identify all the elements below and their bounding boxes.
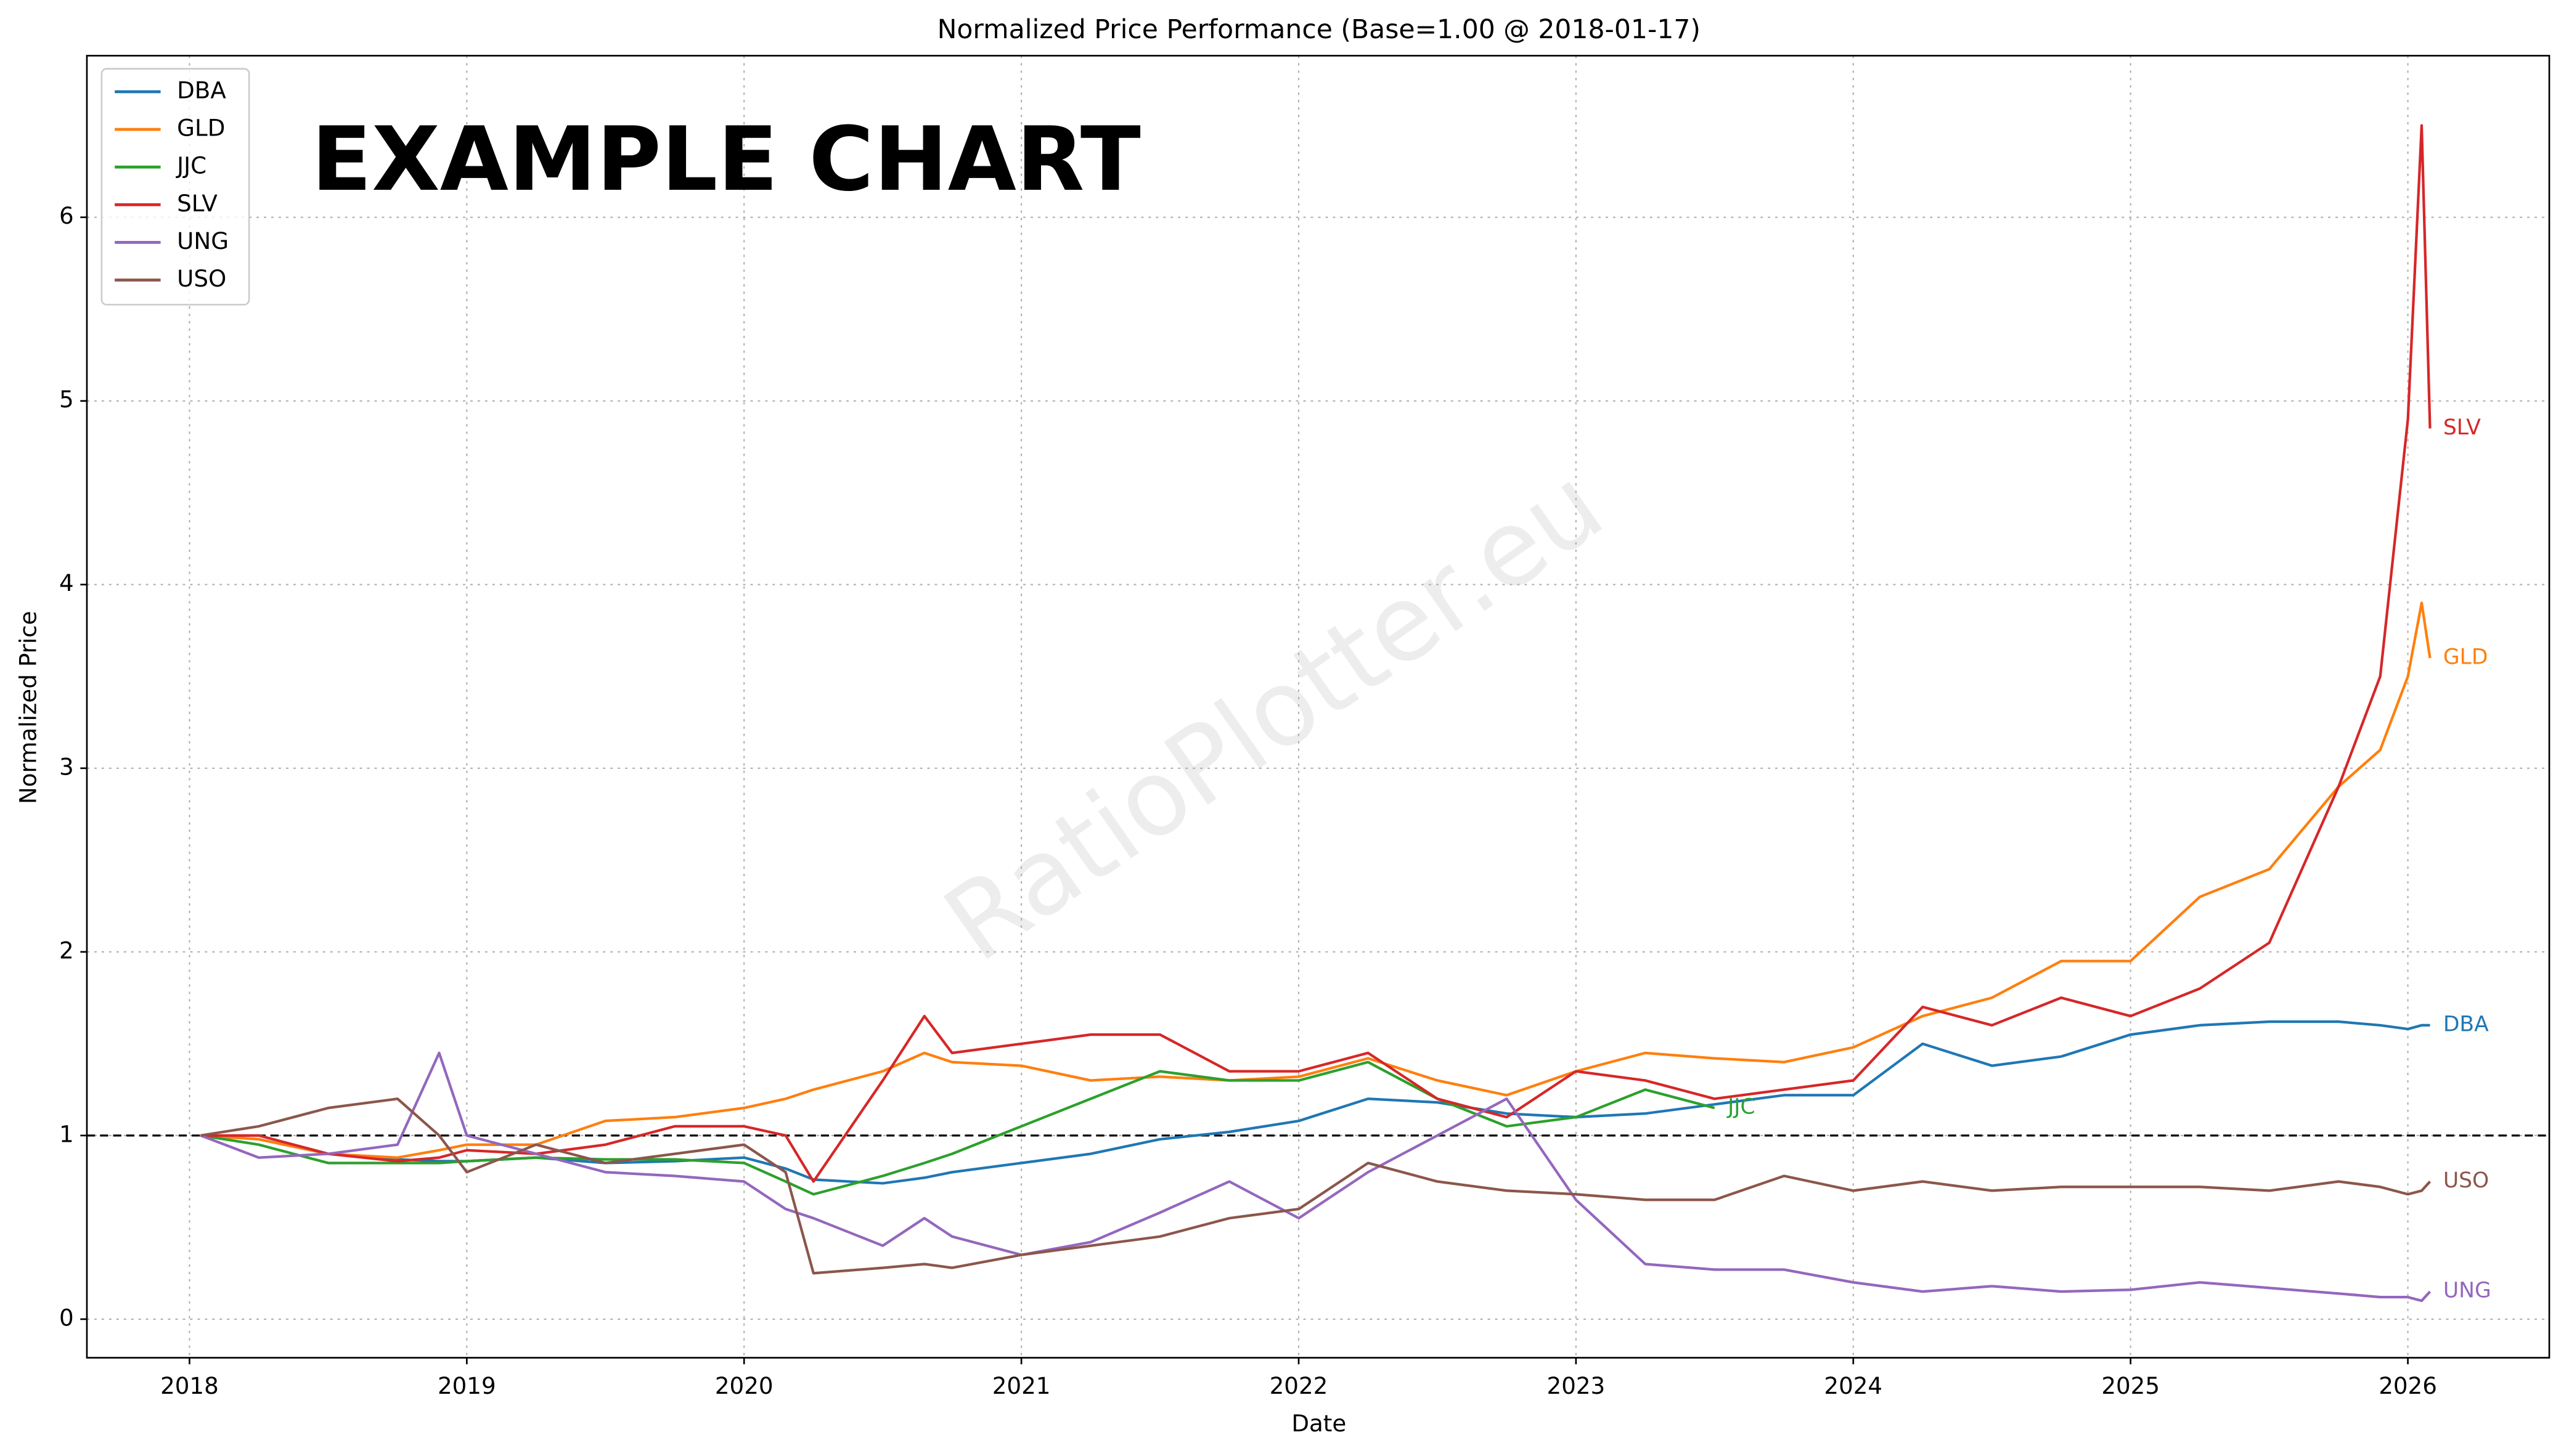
x-tick-label: 2024 (1824, 1372, 1882, 1399)
end-label: DBA (2443, 1012, 2489, 1037)
y-axis-label: Normalized Price (14, 611, 41, 804)
legend-label: DBA (177, 76, 226, 104)
x-tick-label: 2026 (2379, 1372, 2437, 1399)
y-tick-label: 4 (59, 569, 74, 596)
x-tick-label: 2022 (1270, 1372, 1328, 1399)
plot-area (80, 55, 2550, 1365)
axes-frame (86, 55, 2551, 1359)
legend-label: JJC (176, 152, 206, 179)
x-axis-label: Date (1291, 1410, 1346, 1437)
chart-title: Normalized Price Performance (Base=1.00 … (937, 15, 1701, 45)
end-label: USO (2443, 1168, 2489, 1193)
end-label: UNG (2443, 1279, 2491, 1303)
x-tick-label: 2021 (992, 1372, 1051, 1399)
y-tick-label: 6 (59, 202, 74, 229)
legend-label: USO (177, 265, 226, 292)
series-line (200, 1051, 2432, 1303)
y-tick-label: 2 (59, 937, 74, 964)
annotation: EXAMPLE CHART (311, 108, 1141, 211)
y-tick-label: 0 (59, 1304, 74, 1331)
end-label: SLV (2443, 415, 2481, 440)
x-tick-label: 2020 (715, 1372, 774, 1399)
series-line (200, 601, 2432, 1159)
end-label: GLD (2443, 645, 2488, 669)
legend-box (100, 68, 250, 306)
x-tick-label: 2025 (2101, 1372, 2160, 1399)
legend-label: GLD (177, 114, 225, 141)
legend: DBA GLD JJC SLV UNG USO (100, 68, 250, 306)
y-tick-label: 1 (59, 1120, 74, 1147)
y-tick-label: 5 (59, 386, 74, 413)
legend-label: UNG (177, 227, 229, 254)
series-line (200, 1097, 2432, 1275)
end-label: JJC (1726, 1095, 1755, 1120)
legend-label: SLV (177, 190, 218, 217)
x-tick-label: 2023 (1547, 1372, 1606, 1399)
x-tick-label: 2019 (438, 1372, 496, 1399)
y-tick-label: 3 (59, 753, 74, 780)
x-tick-label: 2018 (160, 1372, 219, 1399)
